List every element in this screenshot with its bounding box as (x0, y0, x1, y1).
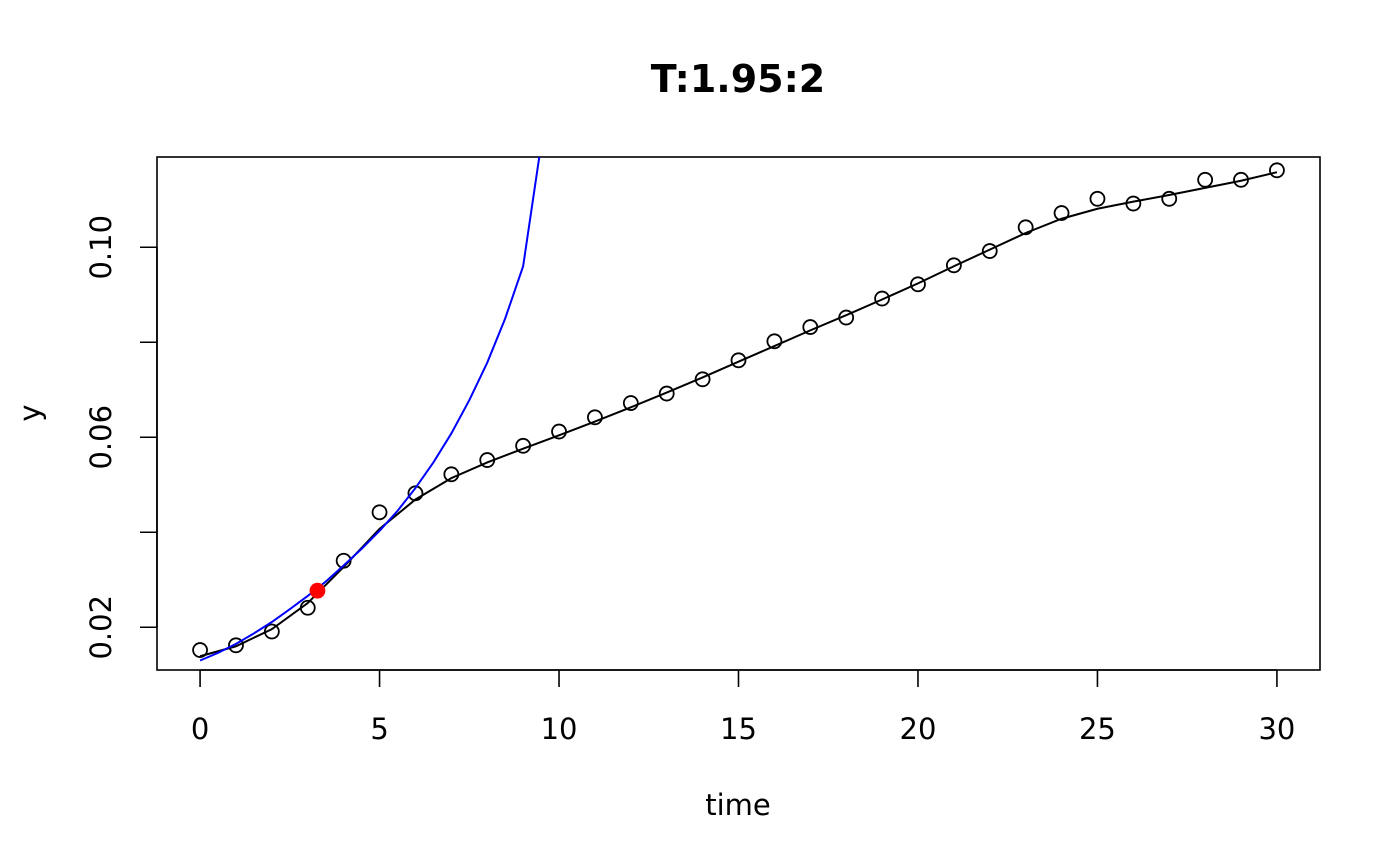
data-point (730, 352, 747, 369)
data-point (1161, 190, 1178, 207)
data-point (192, 642, 208, 658)
x-tick-label: 10 (541, 712, 578, 746)
data-point (945, 257, 962, 274)
y-tick-label: 0.06 (84, 405, 118, 470)
data-point (228, 637, 244, 654)
x-tick-label: 5 (370, 712, 388, 746)
y-axis: 0.02 0.06 0.10 (84, 215, 158, 660)
y-tick-label: 0.10 (84, 215, 118, 280)
data-point (981, 243, 998, 259)
data-point (910, 276, 926, 293)
x-tick-label: 30 (1258, 712, 1295, 746)
data-point (766, 333, 783, 350)
highlight-point (309, 582, 326, 599)
data-point (1269, 162, 1285, 179)
data-point (1053, 205, 1070, 221)
y-tick-label: 0.02 (84, 595, 118, 660)
plot-frame (156, 156, 1321, 671)
data-point (1089, 190, 1106, 207)
x-tick-label: 0 (191, 712, 209, 746)
chart-title: T:1.95:2 (651, 57, 825, 101)
x-tick-label: 15 (720, 712, 757, 746)
data-point (1017, 219, 1034, 236)
x-axis-label: time (705, 788, 771, 822)
data-point (874, 290, 890, 307)
data-point (622, 395, 639, 411)
plot-area (192, 157, 1285, 662)
data-point (587, 409, 603, 426)
x-axis: 0 5 10 15 20 25 30 (191, 669, 1295, 746)
data-point (371, 504, 388, 521)
data-point (658, 385, 675, 402)
data-point (551, 423, 567, 440)
x-tick-label: 20 (900, 712, 937, 746)
series-line-1 (199, 171, 1278, 658)
y-axis-label: y (13, 404, 47, 421)
series-line-2 (199, 157, 541, 662)
x-tick-label: 25 (1079, 712, 1116, 746)
data-point (1197, 171, 1214, 188)
